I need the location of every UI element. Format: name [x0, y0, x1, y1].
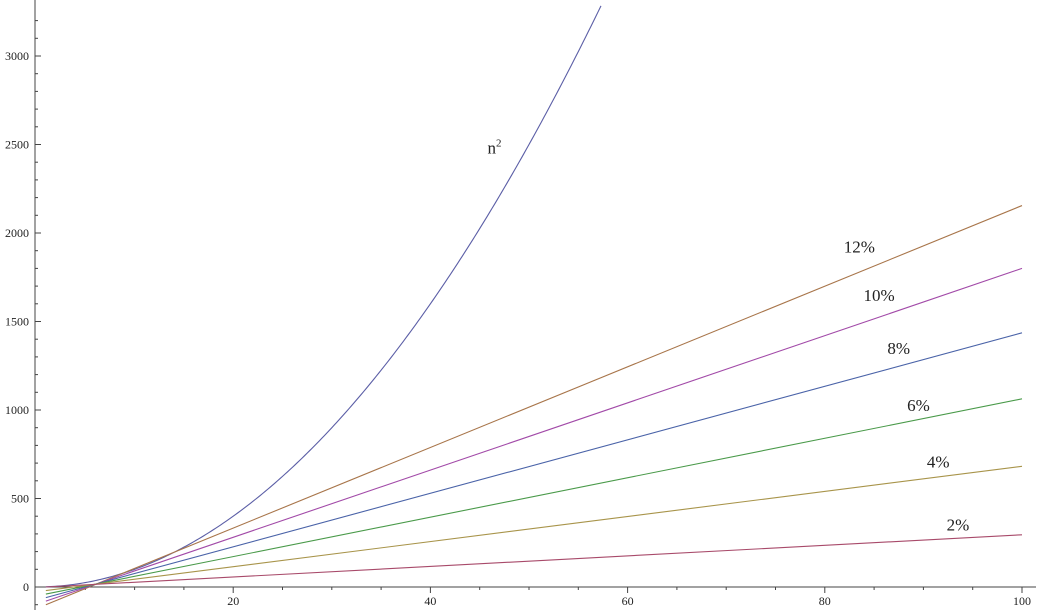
- y-tick-label: 500: [11, 492, 29, 506]
- series-line-4: [45, 332, 1023, 599]
- y-tick-label: 1500: [5, 315, 29, 329]
- x-tick-label: 40: [424, 594, 436, 608]
- x-tick-label: 80: [819, 594, 831, 608]
- series-line-5: [45, 398, 1023, 595]
- series-line-2: [45, 205, 1023, 606]
- y-tick-label: 0: [23, 580, 29, 594]
- series-label-5: 6%: [907, 396, 930, 415]
- series-label-text: 6%: [907, 396, 930, 415]
- y-tick-label: 3000: [5, 49, 29, 63]
- series-line-6: [45, 465, 1023, 592]
- series-label-text: 4%: [927, 453, 950, 472]
- series-label-text: 8%: [887, 339, 910, 358]
- x-tick-label: 60: [622, 594, 634, 608]
- series-label-text: 2%: [947, 515, 970, 534]
- series-label-text: 12%: [844, 237, 875, 256]
- series-label-2: 12%: [844, 237, 875, 256]
- series-label-3: 10%: [863, 286, 894, 305]
- series-line-1: [45, 5, 602, 588]
- y-tick-label: 2000: [5, 226, 29, 240]
- y-tick-label: 1000: [5, 403, 29, 417]
- series-label-text: 10%: [863, 286, 894, 305]
- series-label-1: n2: [487, 137, 501, 157]
- x-tick-label: 100: [1013, 594, 1031, 608]
- series-label-text: n: [487, 138, 496, 157]
- series-layer: [45, 5, 1023, 606]
- series-label-6: 4%: [927, 453, 950, 472]
- series-label-7: 2%: [947, 515, 970, 534]
- series-labels: n2 12% 10% 8% 6% 4% 2%: [487, 137, 969, 534]
- x-tick-label: 20: [227, 594, 239, 608]
- series-label-4: 8%: [887, 339, 910, 358]
- series-line-7: [45, 534, 1023, 588]
- series-label-superscript: 2: [496, 137, 502, 149]
- y-tick-label: 2500: [5, 138, 29, 152]
- axes: 0 500 1000 1500 2000 2500 3000 20 40 60 80 100: [5, 0, 1036, 610]
- series-line-3: [45, 267, 1023, 602]
